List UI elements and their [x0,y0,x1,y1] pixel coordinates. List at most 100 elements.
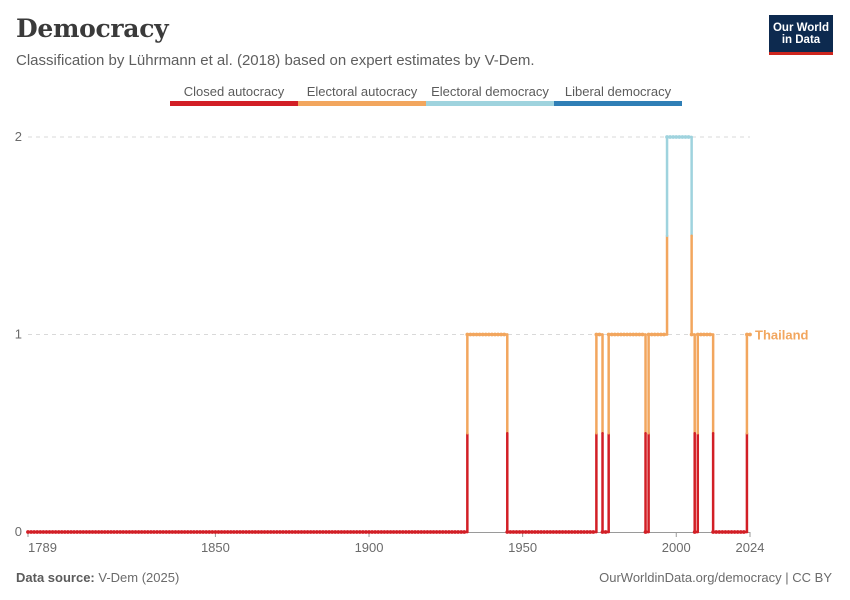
data-point [302,530,307,534]
data-point [142,530,147,534]
footer-url[interactable]: OurWorldinData.org/democracy | CC BY [599,570,832,585]
data-point [557,530,562,534]
legend-label: Electoral democracy [431,84,549,99]
data-point [649,332,654,337]
data-point [615,332,620,337]
data-point [486,332,491,337]
source-label: Data source: [16,570,95,585]
data-point [32,530,37,534]
data-point [278,530,282,534]
data-point [360,530,365,534]
x-tick-label: 2024 [736,540,765,555]
data-point [59,530,64,534]
data-point [342,530,347,534]
data-point [385,530,390,534]
data-point [170,530,175,534]
data-point [305,530,310,534]
data-point [603,530,608,534]
data-point [680,135,685,139]
data-point [714,530,719,534]
footer-source: Data source: V-Dem (2025) [16,570,179,585]
data-point [443,530,448,534]
data-point [75,530,80,534]
data-point [296,530,301,534]
data-point [148,530,153,534]
data-point [600,530,605,534]
data-point [250,530,255,534]
data-point [400,530,405,534]
data-point [127,530,132,534]
source-value[interactable]: V-Dem (2025) [98,570,180,585]
data-point [437,530,442,534]
data-point [78,530,83,534]
data-point [539,530,543,534]
data-point [732,530,737,534]
data-point [529,530,534,534]
data-point [195,530,199,534]
data-point [741,530,746,534]
data-point [505,530,510,534]
legend-item-electoral-democracy[interactable]: Electoral democracy [426,84,554,106]
data-point [317,530,322,534]
data-point [511,530,516,534]
data-point [244,530,249,534]
legend-swatch [426,101,554,106]
data-point [631,332,636,337]
data-point [609,332,614,337]
data-point [324,530,328,534]
data-point [367,530,371,534]
data-point [683,135,688,139]
data-point [333,530,338,534]
data-point [655,332,660,337]
legend-item-closed-autocracy[interactable]: Closed autocracy [170,84,298,106]
data-point [576,530,580,534]
data-point [259,530,264,534]
data-point [585,530,590,534]
data-point [619,332,623,337]
data-point [370,530,375,534]
data-point [625,332,630,337]
data-point [351,530,356,534]
data-point [652,332,657,337]
data-point [53,530,58,534]
data-point [640,332,645,337]
x-tick-label: 1950 [508,540,537,555]
data-point [490,332,494,337]
data-point [692,530,697,534]
data-point [563,530,568,534]
data-point [376,530,381,534]
data-point [145,530,150,534]
x-tick-label: 1900 [355,540,384,555]
data-point [379,530,384,534]
data-point [155,530,159,534]
data-point [572,530,577,534]
legend-item-liberal-democracy[interactable]: Liberal democracy [554,84,682,106]
data-point [391,530,396,534]
data-point [105,530,110,534]
legend-item-electoral-autocracy[interactable]: Electoral autocracy [298,84,426,106]
data-point [281,530,285,534]
data-point [161,530,166,534]
owid-logo[interactable]: Our World in Data [769,15,833,55]
data-point [668,135,673,139]
data-point [26,530,30,534]
data-point [96,530,101,534]
data-point [413,530,418,534]
data-point [69,530,73,534]
data-point [253,530,258,534]
data-point [311,530,316,534]
data-point [536,530,540,534]
data-point [235,530,239,534]
data-point [164,530,169,534]
data-point [173,530,178,534]
data-point [545,530,550,534]
legend: Closed autocracy Electoral autocracy Ele… [170,84,682,106]
data-point [468,332,473,337]
data-point [523,530,528,534]
data-point [204,530,209,534]
data-point [628,332,633,337]
data-point [373,530,378,534]
data-point [425,530,430,534]
data-point [152,530,156,534]
